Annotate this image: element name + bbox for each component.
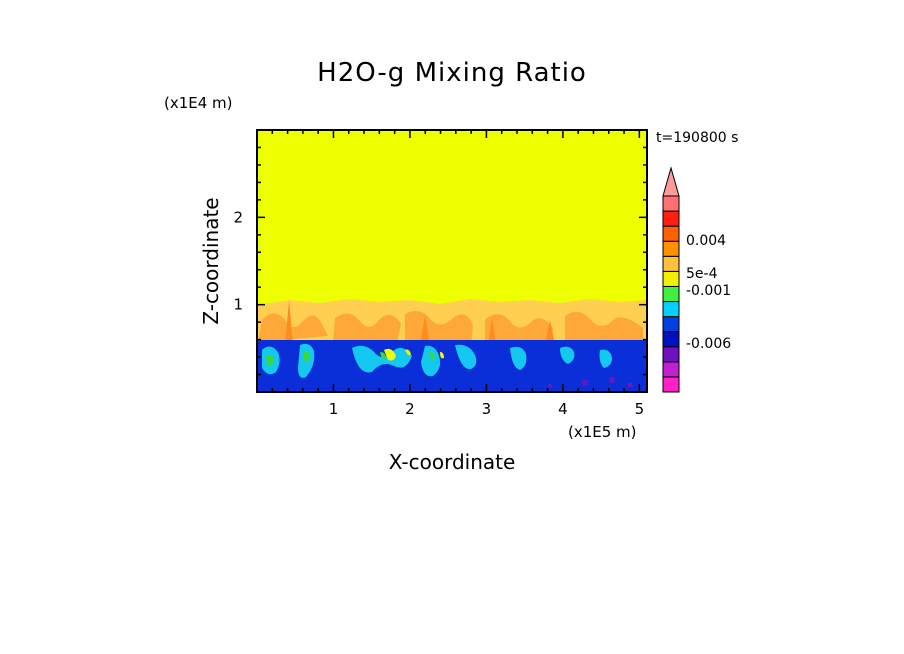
yellow-intrusions [384,348,444,361]
cyan-features [262,343,612,378]
x-tick-label: 4 [558,400,568,418]
plume-core-4 [545,320,555,345]
plot-frame [256,129,648,393]
colorbar-cell [662,195,680,212]
colorbar-cell [662,210,680,227]
x-tick-label: 1 [329,400,339,418]
y-axis-units: (x1E4 m) [164,94,233,112]
plume-band-4 [485,314,553,344]
x-tick-label: 5 [635,400,645,418]
plume-core-3 [488,317,496,345]
y-tick-label: 1 [233,296,243,314]
colorbar-cell [662,331,680,348]
time-label: t=190800 s [656,130,738,146]
x-tick-label: 2 [405,400,415,418]
chart-title: H2O-g Mixing Ratio [317,58,587,88]
plume-band-1 [258,313,328,342]
colorbar-label: -0.001 [686,283,731,299]
colorbar-cell [662,346,680,363]
green-features [266,351,435,366]
region-upper [257,130,647,305]
colorbar-label: -0.006 [686,336,731,352]
colorbar-cell [662,270,680,287]
colorbar-label: 0.004 [686,233,726,249]
colorbar [662,166,680,393]
x-axis-label: X-coordinate [389,450,516,474]
colorbar-cell [662,361,680,378]
colorbar-label: 5e-4 [686,266,718,282]
y-tick-label: 2 [233,208,243,226]
x-tick-label: 3 [482,400,492,418]
y-axis-label: Z-coordinate [199,197,223,324]
plume-band-5 [565,311,643,346]
x-axis-units: (x1E5 m) [568,423,637,441]
colorbar-cell [662,301,680,318]
colorbar-cell [662,285,680,303]
colorbar-cell [662,316,680,333]
colorbar-arrow [662,166,680,197]
colorbar-cell [662,376,680,393]
plume-core-2 [420,315,430,345]
plume-band-2 [333,313,401,342]
axis-ticks: 1 2 3 4 5 1 2 [233,130,647,418]
colorbar-cell [662,225,680,242]
region-lower [257,340,647,392]
heatmap-field [257,130,647,392]
colorbar-cell [662,240,680,257]
colorbar-labels: 0.004 5e-4-0.001 -0.006 [686,233,731,352]
purple-features [548,377,633,388]
colorbar-cell [662,255,680,272]
plume-core-1 [285,300,293,345]
